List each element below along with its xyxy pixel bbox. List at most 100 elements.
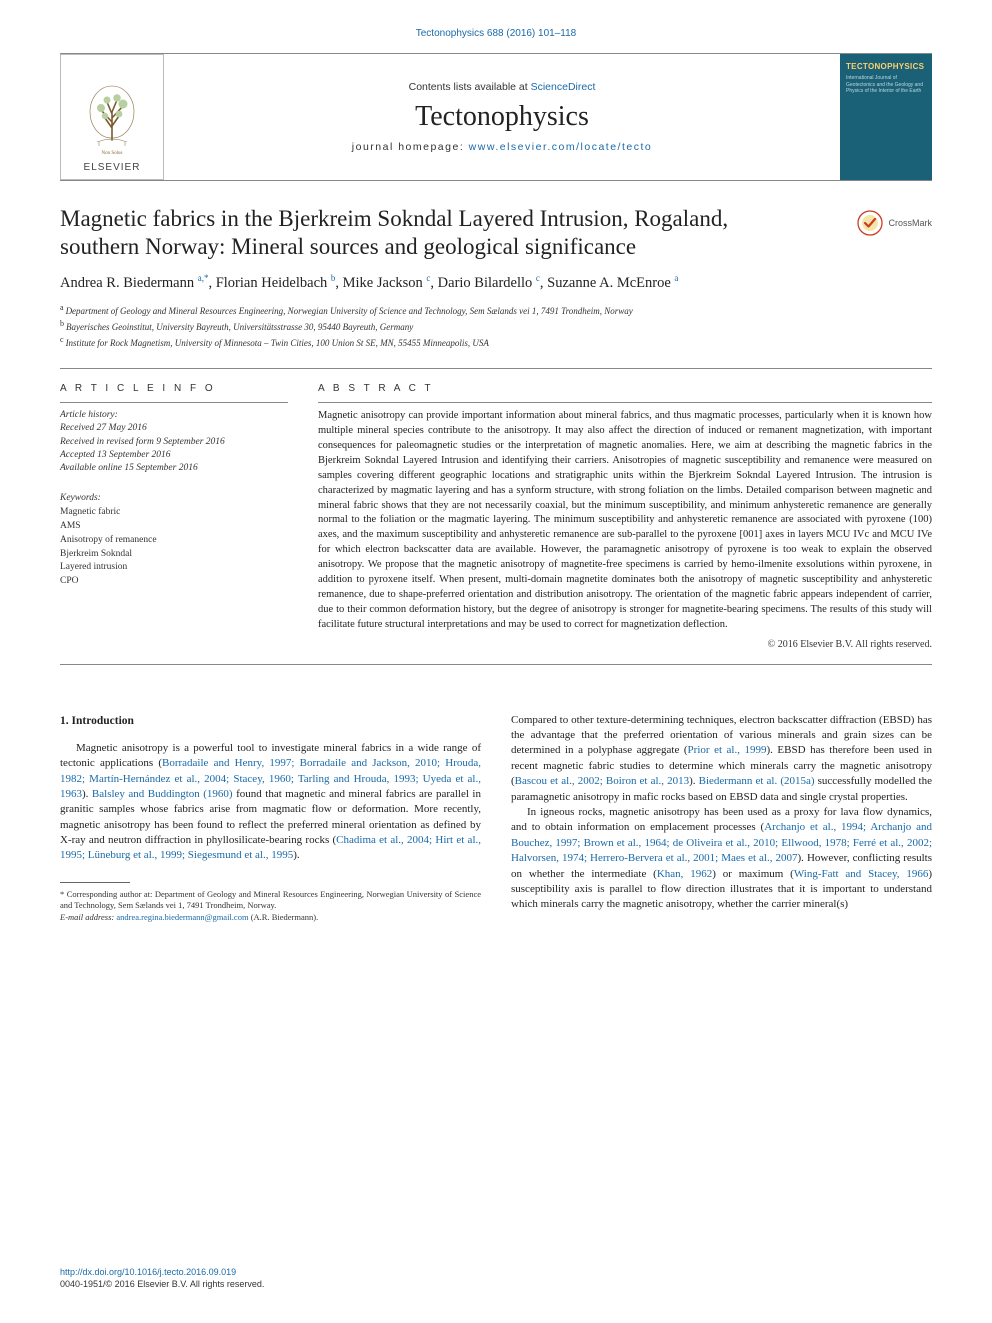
- doi-link[interactable]: http://dx.doi.org/10.1016/j.tecto.2016.0…: [60, 1266, 264, 1279]
- footnotes: * Corresponding author at: Department of…: [60, 889, 481, 923]
- crossmark-badge[interactable]: CrossMark: [856, 209, 932, 237]
- author-affil-marker: a: [674, 273, 678, 283]
- sciencedirect-link[interactable]: ScienceDirect: [531, 81, 596, 93]
- section-heading: 1. Introduction: [60, 713, 481, 729]
- abstract-text: Magnetic anisotropy can provide importan…: [318, 409, 932, 633]
- history-line: Received 27 May 2016: [60, 422, 288, 435]
- author: Mike Jackson c: [343, 275, 431, 291]
- journal-cover-thumb: TECTONOPHYSICS International Journal of …: [840, 54, 932, 180]
- elsevier-tree-icon: Non Solus: [77, 82, 147, 158]
- keyword: Anisotropy of remanence: [60, 534, 288, 548]
- affil-text: Department of Geology and Mineral Resour…: [66, 306, 633, 316]
- keyword: Magnetic fabric: [60, 506, 288, 520]
- citation-link[interactable]: Balsley and Buddington (1960): [92, 788, 233, 800]
- affil-marker: a: [60, 303, 64, 312]
- abstract-copyright: © 2016 Elsevier B.V. All rights reserved…: [318, 639, 932, 650]
- crossmark-label: CrossMark: [888, 218, 932, 228]
- footnote-rule: [60, 882, 130, 883]
- affiliation: aDepartment of Geology and Mineral Resou…: [60, 302, 932, 318]
- rule: [60, 368, 932, 369]
- info-abstract-row: A R T I C L E I N F O Article history: R…: [60, 383, 932, 650]
- keywords-block: Keywords: Magnetic fabric AMS Anisotropy…: [60, 492, 288, 589]
- email-label: E-mail address:: [60, 912, 116, 922]
- doi-block: http://dx.doi.org/10.1016/j.tecto.2016.0…: [60, 1266, 264, 1291]
- author: Florian Heidelbach b: [216, 275, 336, 291]
- history-line: Received in revised form 9 September 201…: [60, 436, 288, 449]
- citation-link[interactable]: Biedermann et al. (2015a): [699, 775, 815, 787]
- author-list: Andrea R. Biedermann a,*, Florian Heidel…: [60, 273, 932, 292]
- affiliation-list: aDepartment of Geology and Mineral Resou…: [60, 302, 932, 350]
- affiliation: cInstitute for Rock Magnetism, Universit…: [60, 334, 932, 350]
- affiliation: bBayerisches Geoinstitut, University Bay…: [60, 318, 932, 334]
- text-run: ).: [689, 775, 699, 787]
- homepage-prefix: journal homepage:: [352, 141, 469, 153]
- issn-copyright-line: 0040-1951/© 2016 Elsevier B.V. All right…: [60, 1278, 264, 1291]
- abstract-column: A B S T R A C T Magnetic anisotropy can …: [318, 383, 932, 650]
- email-line: E-mail address: andrea.regina.biedermann…: [60, 912, 481, 923]
- author-email-link[interactable]: andrea.regina.biedermann@gmail.com: [116, 912, 248, 922]
- crossmark-icon: [856, 209, 884, 237]
- right-column: Compared to other texture-determining te…: [511, 713, 932, 924]
- running-head: Tectonophysics 688 (2016) 101–118: [60, 28, 932, 39]
- email-tail: (A.R. Biedermann).: [249, 912, 319, 922]
- author: Dario Bilardello c: [438, 275, 540, 291]
- abstract-label: A B S T R A C T: [318, 383, 932, 394]
- publisher-name: ELSEVIER: [84, 162, 141, 173]
- rule: [60, 664, 932, 665]
- author-name: Florian Heidelbach: [216, 275, 328, 291]
- article-header: CrossMark Magnetic fabrics in the Bjerkr…: [60, 205, 932, 350]
- citation-link[interactable]: Wing-Fatt and Stacey, 1966: [794, 868, 929, 880]
- contents-prefix: Contents lists available at: [409, 81, 531, 93]
- publisher-logo-box: Non Solus ELSEVIER: [60, 54, 164, 180]
- citation-link[interactable]: Prior et al., 1999: [688, 744, 767, 756]
- author-name: Andrea R. Biedermann: [60, 275, 194, 291]
- article-title: Magnetic fabrics in the Bjerkreim Soknda…: [60, 205, 800, 261]
- affil-text: Bayerisches Geoinstitut, University Bayr…: [66, 322, 413, 332]
- keyword: AMS: [60, 520, 288, 534]
- banner-center: Contents lists available at ScienceDirec…: [164, 54, 840, 180]
- article-info-label: A R T I C L E I N F O: [60, 383, 288, 394]
- journal-name: Tectonophysics: [164, 101, 840, 133]
- author-name: Mike Jackson: [343, 275, 423, 291]
- author-affil-marker: b: [331, 273, 336, 283]
- author-affil-marker: c: [426, 273, 430, 283]
- affil-marker: b: [60, 319, 64, 328]
- author: Andrea R. Biedermann a,*: [60, 275, 208, 291]
- text-run: ).: [293, 849, 299, 861]
- keyword: Bjerkreim Sokndal: [60, 548, 288, 562]
- article-history: Article history: Received 27 May 2016 Re…: [60, 409, 288, 475]
- rule: [318, 402, 932, 403]
- author-affil-marker: a,*: [198, 273, 209, 283]
- contents-available-line: Contents lists available at ScienceDirec…: [164, 81, 840, 93]
- history-line: Available online 15 September 2016: [60, 462, 288, 475]
- keyword: CPO: [60, 575, 288, 589]
- citation-link[interactable]: Khan, 1962: [657, 868, 712, 880]
- paragraph: In igneous rocks, magnetic anisotropy ha…: [511, 805, 932, 913]
- text-run: ).: [82, 788, 92, 800]
- keywords-label: Keywords:: [60, 492, 288, 506]
- rule: [60, 402, 288, 403]
- affil-text: Institute for Rock Magnetism, University…: [66, 338, 489, 348]
- paragraph: Magnetic anisotropy is a powerful tool t…: [60, 741, 481, 864]
- cover-title: TECTONOPHYSICS: [846, 62, 926, 71]
- citation-link[interactable]: Bascou et al., 2002; Boiron et al., 2013: [515, 775, 689, 787]
- article-info-column: A R T I C L E I N F O Article history: R…: [60, 383, 288, 650]
- journal-homepage-link[interactable]: www.elsevier.com/locate/tecto: [469, 141, 653, 153]
- affil-marker: c: [60, 335, 64, 344]
- journal-banner: Non Solus ELSEVIER Contents lists availa…: [60, 53, 932, 181]
- corresponding-author-note: * Corresponding author at: Department of…: [60, 889, 481, 912]
- author-name: Dario Bilardello: [438, 275, 533, 291]
- svg-text:Non Solus: Non Solus: [102, 151, 123, 156]
- cover-subtitle: International Journal of Geotectonics an…: [846, 75, 926, 95]
- history-label: Article history:: [60, 409, 288, 422]
- paragraph: Compared to other texture-determining te…: [511, 713, 932, 805]
- text-run: ) or maximum (: [712, 868, 794, 880]
- author: Suzanne A. McEnroe a: [547, 275, 678, 291]
- keyword: Layered intrusion: [60, 561, 288, 575]
- left-column: 1. Introduction Magnetic anisotropy is a…: [60, 713, 481, 924]
- body-columns: 1. Introduction Magnetic anisotropy is a…: [60, 713, 932, 924]
- journal-homepage-line: journal homepage: www.elsevier.com/locat…: [164, 141, 840, 153]
- author-affil-marker: c: [536, 273, 540, 283]
- author-name: Suzanne A. McEnroe: [547, 275, 671, 291]
- history-line: Accepted 13 September 2016: [60, 449, 288, 462]
